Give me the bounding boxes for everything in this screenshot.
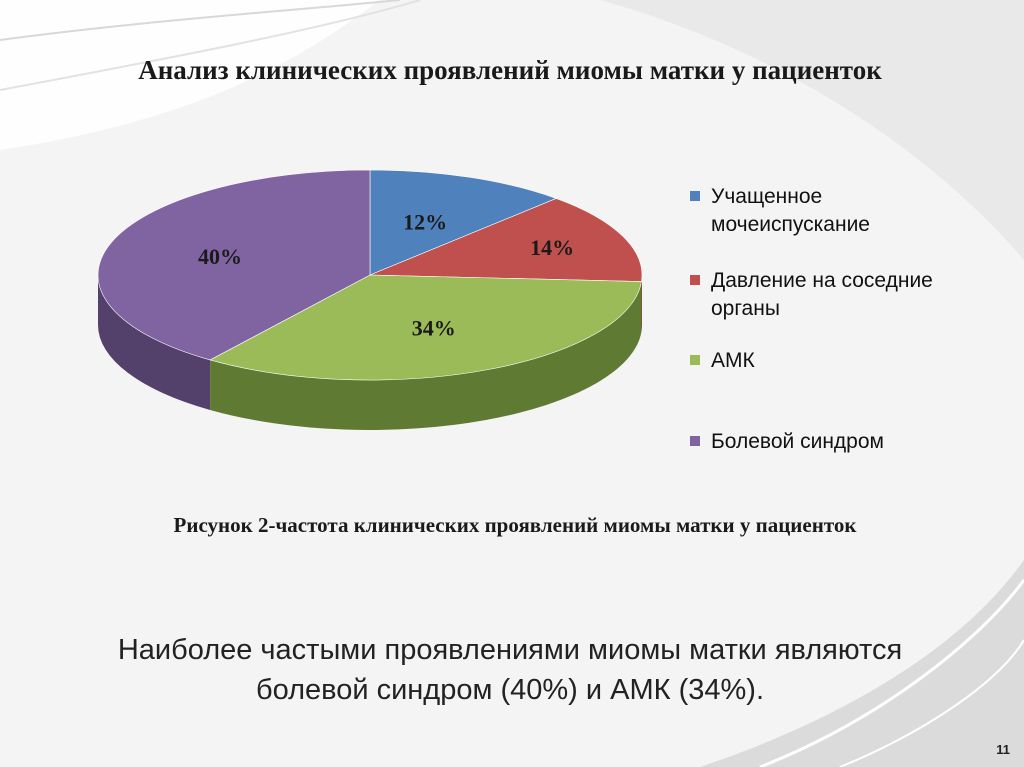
data-label-frequent-urination: 12%: [403, 209, 447, 234]
legend-swatch-blue: [690, 191, 700, 201]
pie-side-organ-pressure: [641, 275, 642, 332]
figure-caption: Рисунок 2-частота клинических проявлений…: [173, 513, 857, 537]
pie-slice-frequent-urination: [369, 169, 558, 276]
conclusion-text: Наиболее частыми проявлениями миомы матк…: [117, 634, 903, 706]
legend-label: АМК: [711, 349, 755, 372]
pie-side-amk: [210, 281, 642, 430]
pie-slice-amk: [209, 274, 642, 381]
legend-swatch-red: [690, 275, 700, 285]
pie-slice-organ-pressure: [369, 198, 643, 282]
data-label-organ-pressure: 14%: [530, 235, 574, 260]
pie-chart: 12% 14% 34% 40%: [97, 169, 643, 430]
pie-slice-pain-syndrome: [97, 169, 371, 361]
legend-swatch-purple: [690, 436, 700, 446]
legend-label: Давление на соседние органы: [711, 269, 933, 320]
data-label-amk: 34%: [412, 315, 456, 340]
data-label-pain-syndrome: 40%: [198, 244, 242, 269]
page-number: 11: [996, 742, 1010, 757]
legend-swatch-green: [690, 355, 700, 365]
pie-side-pain-syndrome: [98, 275, 211, 410]
slide-title: Анализ клинических проявлений миомы матк…: [138, 55, 882, 85]
legend-label: Учащенное мочеиспускание: [711, 185, 870, 236]
legend-label: Болевой синдром: [711, 430, 884, 453]
